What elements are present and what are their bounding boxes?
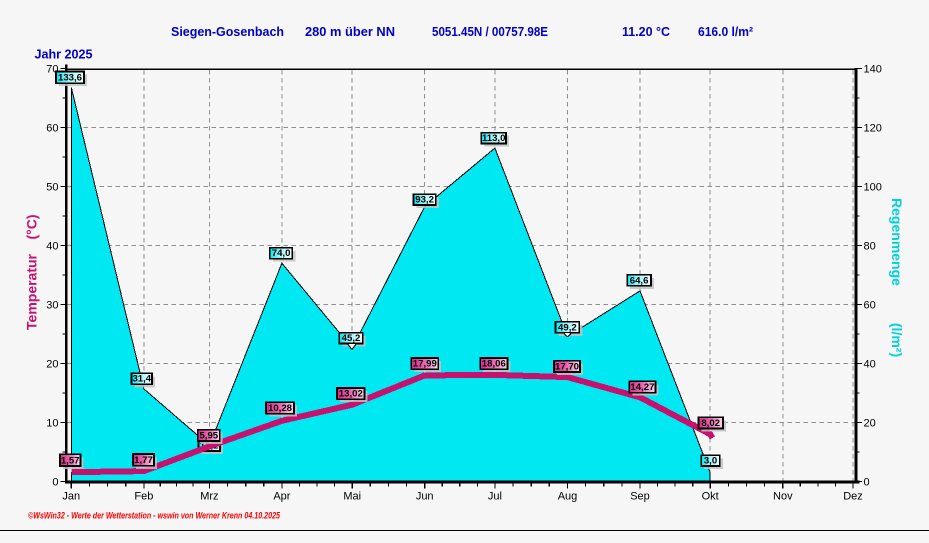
svg-text:(l/m²): (l/m²)	[889, 323, 905, 357]
svg-text:Temperatur: Temperatur	[24, 253, 40, 330]
svg-text:280 m über NN: 280 m über NN	[305, 24, 395, 39]
svg-text:0: 0	[864, 477, 870, 489]
svg-text:20: 20	[864, 418, 876, 430]
svg-text:1,57: 1,57	[61, 456, 80, 467]
svg-text:0: 0	[52, 477, 58, 489]
svg-text:50: 50	[46, 182, 58, 194]
svg-text:45,2: 45,2	[342, 333, 361, 344]
svg-text:13,02: 13,02	[339, 389, 363, 400]
svg-text:11.20 °C: 11.20 °C	[622, 24, 671, 39]
svg-text:Dez: Dez	[843, 491, 863, 503]
svg-text:17,99: 17,99	[413, 359, 437, 370]
svg-text:Okt: Okt	[702, 491, 719, 503]
svg-text:Mai: Mai	[343, 491, 361, 503]
svg-text:74,0: 74,0	[272, 248, 291, 259]
svg-text:113,0: 113,0	[482, 133, 505, 144]
svg-text:18,06: 18,06	[482, 359, 506, 370]
svg-text:5051.45N / 00757.98E: 5051.45N / 00757.98E	[432, 24, 548, 39]
svg-text:10,28: 10,28	[268, 403, 293, 414]
svg-text:93,2: 93,2	[415, 194, 434, 205]
svg-text:60: 60	[46, 123, 58, 135]
svg-text:Sep: Sep	[630, 491, 650, 503]
svg-text:3,0: 3,0	[704, 456, 717, 467]
svg-text:©WsWin32 - Werte der Wetters: ©WsWin32 - Werte der Wetterstation - wsw…	[28, 511, 281, 522]
svg-text:40: 40	[864, 359, 876, 371]
svg-text:Aug: Aug	[558, 491, 578, 503]
svg-text:64,6: 64,6	[630, 275, 649, 286]
svg-text:Feb: Feb	[134, 491, 153, 503]
svg-text:Jun: Jun	[416, 491, 434, 503]
svg-text:40: 40	[46, 241, 58, 253]
svg-text:49,2: 49,2	[558, 322, 577, 333]
svg-text:Jul: Jul	[488, 491, 502, 503]
svg-text:120: 120	[864, 123, 882, 135]
svg-text:(°C): (°C)	[24, 214, 40, 239]
svg-text:616.0 l/m²: 616.0 l/m²	[698, 24, 754, 39]
svg-text:20: 20	[46, 359, 58, 371]
svg-text:Regenmenge: Regenmenge	[889, 198, 905, 286]
svg-text:10: 10	[46, 418, 58, 430]
svg-text:Jan: Jan	[62, 491, 80, 503]
svg-text:30: 30	[46, 300, 58, 312]
svg-text:14,27: 14,27	[630, 382, 654, 393]
svg-text:31,4: 31,4	[132, 374, 151, 385]
svg-text:Jahr 2025: Jahr 2025	[35, 47, 93, 62]
svg-text:60: 60	[864, 300, 876, 312]
svg-text:80: 80	[864, 241, 876, 253]
svg-text:8,02: 8,02	[701, 418, 720, 429]
svg-text:Nov: Nov	[773, 491, 793, 503]
svg-text:Mrz: Mrz	[200, 491, 218, 503]
svg-text:Siegen-Gosenbach: Siegen-Gosenbach	[171, 24, 284, 39]
svg-text:1,77: 1,77	[134, 455, 153, 466]
svg-text:17,70: 17,70	[555, 361, 579, 372]
svg-text:100: 100	[864, 182, 882, 194]
svg-text:Apr: Apr	[273, 491, 290, 503]
svg-text:140: 140	[864, 64, 882, 76]
svg-text:5,95: 5,95	[199, 430, 218, 441]
svg-text:133,6: 133,6	[58, 73, 82, 84]
